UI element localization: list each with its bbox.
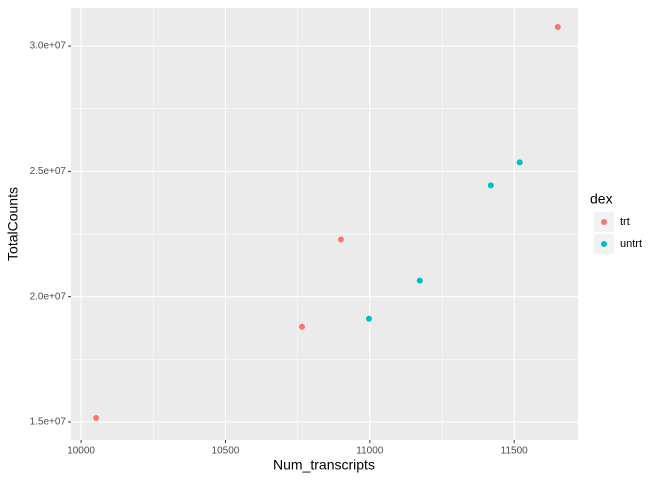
panel xyxy=(71,8,578,440)
legend-marker xyxy=(601,219,607,225)
legend-marker xyxy=(601,241,607,247)
y-tick-label: 3.0e+07 xyxy=(30,41,67,52)
legend-label: trt xyxy=(620,216,630,228)
legend-title: dex xyxy=(590,191,613,207)
x-tick-label: 10000 xyxy=(67,446,95,457)
y-tick-label: 2.5e+07 xyxy=(30,166,67,177)
y-tick-label: 2.0e+07 xyxy=(30,291,67,302)
point xyxy=(365,315,372,322)
x-axis-title: Num_transcripts xyxy=(273,457,375,473)
x-tick-label: 11500 xyxy=(501,446,529,457)
point xyxy=(298,323,305,330)
legend-label: untrt xyxy=(620,238,642,250)
y-axis-title: TotalCounts xyxy=(5,187,21,261)
point xyxy=(337,236,344,243)
point xyxy=(416,277,423,284)
point xyxy=(487,182,494,189)
point xyxy=(554,24,561,31)
point xyxy=(93,414,100,421)
x-tick-label: 10500 xyxy=(212,446,240,457)
x-tick-label: 11000 xyxy=(356,446,384,457)
point xyxy=(516,159,523,166)
y-tick-label: 1.5e+07 xyxy=(30,417,67,428)
